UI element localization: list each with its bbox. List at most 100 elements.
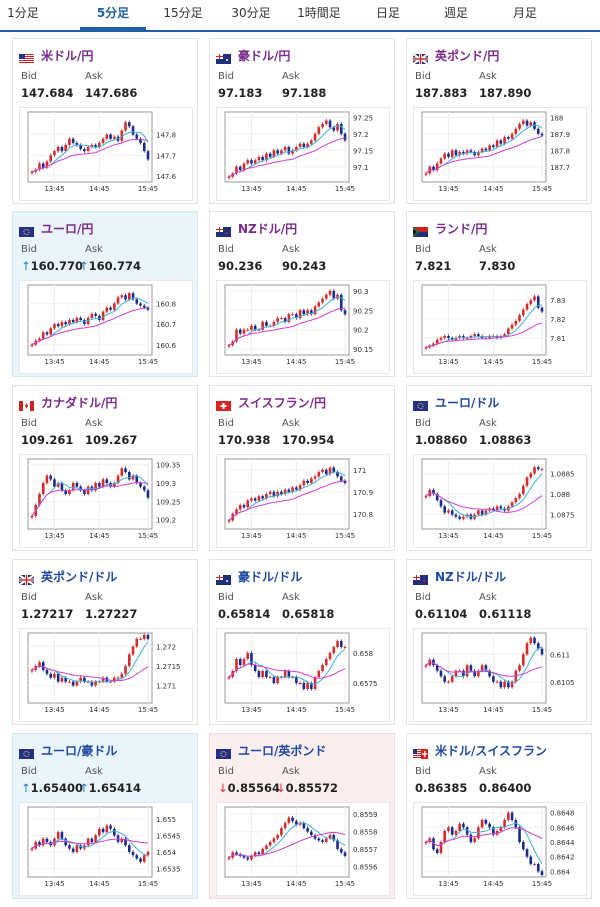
candle-body	[261, 671, 264, 677]
rate-card[interactable]: 米ドル/円 Bid Ask 147.684 147.686 13:45 14:45 15:45…	[12, 38, 198, 204]
candle-body	[332, 647, 336, 653]
mini-chart[interactable]: 13:45 14:45 15:45 1.271 1.2715 1.272	[19, 628, 193, 722]
rate-card[interactable]: ユーロ/ドル Bid Ask 1.08860 1.08863 13:45 14:45 15:4…	[406, 385, 592, 551]
bid-label: Bid	[21, 244, 37, 255]
candle-body	[450, 510, 454, 515]
candle-body	[321, 123, 324, 128]
bid-label: Bid	[218, 592, 234, 603]
tab-2[interactable]: 15分足	[163, 6, 203, 20]
candle-body	[257, 329, 261, 331]
pair-name-link[interactable]: 米ドル/円	[41, 49, 94, 63]
candle-body	[135, 299, 139, 304]
mini-chart[interactable]: 13:45 14:45 15:45 97.1 97.15 97.2 97.25	[216, 107, 390, 201]
rate-card[interactable]: ユーロ/豪ドル Bid Ask ↑1.65400 ↑1.65414 13:45 14:45 1…	[12, 733, 198, 899]
rate-card[interactable]: ユーロ/円 Bid Ask ↑160.770 ↑160.774 13:45 14:45 15:…	[12, 211, 198, 377]
pair-name-link[interactable]: NZドル/ドル	[435, 570, 507, 584]
candle-body	[432, 166, 435, 171]
tab-6[interactable]: 週足	[443, 6, 468, 20]
pair-name-link[interactable]: ユーロ/円	[41, 222, 94, 236]
tab-0[interactable]: 1分足	[7, 6, 39, 20]
candle-body	[450, 150, 454, 157]
rate-card[interactable]: 英ポンド/円 Bid Ask 187.883 187.890 13:45 14:45 15:4…	[406, 38, 592, 204]
tab-7[interactable]: 月足	[512, 6, 537, 20]
tab-5[interactable]: 日足	[375, 6, 400, 20]
pair-name-link[interactable]: ランド/円	[435, 222, 488, 236]
candle-body	[332, 467, 336, 472]
mini-chart[interactable]: 13:45 14:45 15:45 0.6105 0.611	[413, 628, 587, 722]
candle-body	[60, 322, 64, 327]
candle-body	[238, 329, 242, 334]
x-tick-label: 13:45	[44, 185, 64, 193]
mini-chart[interactable]: 13:45 14:45 15:45 147.6 147.7 147.8	[19, 107, 193, 201]
rate-card[interactable]: 米ドル/スイスフラン Bid Ask 0.86385 0.86400 13:45 14:45…	[406, 733, 592, 899]
pair-name-link[interactable]: 英ポンド/円	[435, 49, 500, 63]
mini-chart[interactable]: 13:45 14:45 15:45 170.8 170.9 171	[216, 454, 390, 548]
tab-4[interactable]: 1時間足	[297, 6, 341, 20]
pair-name-link[interactable]: スイスフラン/円	[238, 396, 327, 410]
pair-name-link[interactable]: ユーロ/豪ドル	[41, 744, 118, 758]
pair-name-link[interactable]: ユーロ/ドル	[435, 396, 500, 410]
bid-value-text: 0.85564	[227, 781, 281, 795]
mini-chart[interactable]: 13:45 14:45 15:45 0.864 0.8642 0.8644 0.8646 0.…	[413, 802, 587, 896]
candle-body	[462, 823, 465, 828]
pair-name-link[interactable]: カナダドル/円	[41, 396, 118, 410]
tab-1[interactable]: 5分足	[80, 0, 146, 30]
bid-value: 97.183	[218, 86, 262, 100]
pair-name-link[interactable]: 米ドル/スイスフラン	[435, 744, 548, 758]
bid-label: Bid	[415, 244, 431, 255]
rate-card[interactable]: カナダドル/円 Bid Ask 109.261 109.267 13:45 14:45 15:…	[12, 385, 198, 551]
rate-card[interactable]: ランド/円 Bid Ask 7.821 7.830 13:45 14:45 15:45 7.81…	[406, 211, 592, 377]
x-tick-label: 13:45	[438, 358, 458, 366]
candle-body	[343, 647, 347, 648]
rate-card[interactable]: スイスフラン/円 Bid Ask 170.938 170.954 13:45 14:45 15…	[209, 385, 395, 551]
rate-card[interactable]: 豪ドル/円 Bid Ask 97.183 97.188 13:45 14:45 15:45 97…	[209, 38, 395, 204]
rate-card[interactable]: NZドル/ドル Bid Ask 0.61104 0.61118 13:45 14:45 15:…	[406, 559, 592, 725]
rate-card[interactable]: 英ポンド/ドル Bid Ask 1.27217 1.27227 13:45 14:45 15:…	[12, 559, 198, 725]
candle-body	[276, 150, 279, 154]
candle-body	[339, 294, 343, 311]
mini-chart[interactable]: 13:45 14:45 15:45 109.2 109.25 109.3 109.35	[19, 454, 193, 548]
ask-label: Ask	[85, 766, 103, 777]
candle-body	[127, 293, 131, 300]
candle-body	[324, 294, 328, 299]
mini-chart[interactable]: 13:45 14:45 15:45 90.15 90.2 90.25 90.3	[216, 280, 390, 374]
y-tick-label: 90.2	[353, 327, 369, 335]
x-tick-label: 14:45	[286, 706, 306, 714]
mini-chart[interactable]: 13:45 14:45 15:45 187.7 187.8 187.9 188	[413, 107, 587, 201]
candle-body	[38, 842, 41, 846]
pair-name-link[interactable]: 豪ドル/円	[238, 49, 291, 63]
candle-body	[518, 665, 521, 671]
bid-value-text: 147.684	[21, 86, 74, 100]
rate-card[interactable]: ユーロ/英ポンド Bid Ask ↓0.85564 ↓0.85572 13:45 14:45…	[209, 733, 395, 899]
pair-name-link[interactable]: ユーロ/英ポンド	[238, 744, 327, 758]
tab-3[interactable]: 30分足	[231, 6, 271, 20]
pair-name-link[interactable]: NZドル/円	[238, 222, 298, 236]
mini-chart[interactable]: 13:45 14:45 15:45 0.8556 0.8557 0.8558 0.8559	[216, 802, 390, 896]
mini-chart[interactable]: 13:45 14:45 15:45 7.81 7.82 7.83	[413, 280, 587, 374]
pair-name-link[interactable]: 英ポンド/ドル	[41, 570, 118, 584]
pair-name-link[interactable]: 豪ドル/ドル	[238, 570, 303, 584]
candle-body	[227, 345, 231, 347]
candle-body	[265, 845, 268, 849]
x-tick-label: 14:45	[483, 880, 503, 888]
ma-long-line	[228, 307, 346, 346]
mini-chart[interactable]: 13:45 14:45 15:45 0.6575 0.658	[216, 628, 390, 722]
mini-chart[interactable]: 13:45 14:45 15:45 160.6 160.7 160.8	[19, 280, 193, 374]
candle-body	[253, 325, 257, 330]
candle-body	[529, 637, 533, 644]
candle-body	[514, 498, 518, 503]
flag-icon-au	[216, 570, 231, 585]
rate-card[interactable]: 豪ドル/ドル Bid Ask 0.65814 0.65818 13:45 14:45 15:4…	[209, 559, 395, 725]
ask-value: 0.61118	[479, 607, 531, 621]
mini-chart[interactable]: 13:45 14:45 15:45 1.6535 1.654 1.6545 1.655	[19, 802, 193, 896]
candlestick-chart: 13:45 14:45 15:45 1.271 1.2715 1.272	[27, 632, 181, 714]
arrow-up-icon: ↑	[21, 259, 31, 273]
candle-body	[287, 147, 291, 154]
candle-body	[432, 659, 435, 666]
candle-body	[242, 505, 246, 508]
mini-chart[interactable]: 13:45 14:45 15:45 1.0875 1.088 1.0885	[413, 454, 587, 548]
candlestick-chart: 13:45 14:45 15:45 147.6 147.7 147.8	[27, 111, 177, 193]
candle-body	[127, 654, 131, 667]
rate-card[interactable]: NZドル/円 Bid Ask 90.236 90.243 13:45 14:45 15:45 9…	[209, 211, 395, 377]
candle-body	[98, 142, 101, 147]
